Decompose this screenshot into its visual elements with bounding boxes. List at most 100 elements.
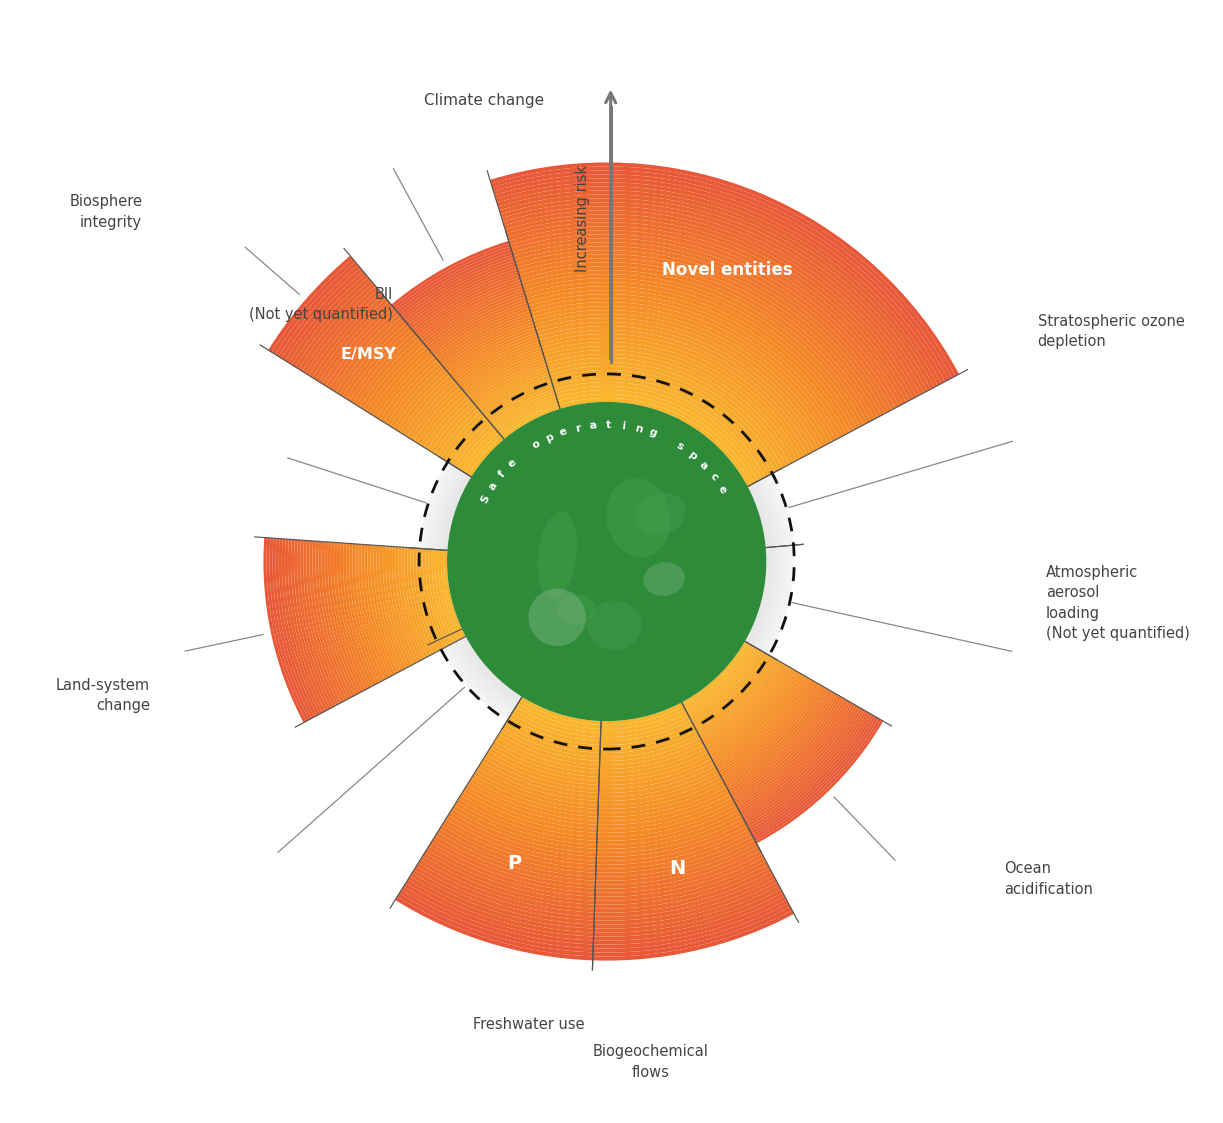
Wedge shape	[689, 649, 761, 719]
Wedge shape	[449, 636, 515, 710]
Wedge shape	[443, 474, 467, 550]
Wedge shape	[723, 685, 823, 783]
Wedge shape	[459, 795, 597, 841]
Wedge shape	[434, 305, 530, 358]
Wedge shape	[505, 721, 600, 752]
Wedge shape	[756, 482, 775, 547]
Wedge shape	[766, 477, 786, 546]
Wedge shape	[323, 304, 394, 386]
Wedge shape	[600, 723, 695, 749]
Text: i: i	[621, 421, 626, 431]
Wedge shape	[478, 369, 549, 410]
Wedge shape	[752, 547, 774, 646]
Wedge shape	[729, 692, 835, 794]
Wedge shape	[768, 475, 790, 546]
Wedge shape	[493, 171, 951, 380]
Wedge shape	[440, 473, 466, 550]
Wedge shape	[423, 464, 451, 549]
Wedge shape	[486, 751, 599, 788]
Wedge shape	[421, 856, 594, 913]
Wedge shape	[292, 277, 371, 367]
Wedge shape	[746, 711, 867, 827]
Wedge shape	[468, 356, 544, 399]
Wedge shape	[753, 547, 777, 646]
Ellipse shape	[558, 594, 596, 624]
Wedge shape	[763, 478, 783, 546]
Wedge shape	[763, 546, 788, 652]
Wedge shape	[515, 246, 885, 416]
Text: N: N	[669, 859, 686, 878]
Wedge shape	[767, 546, 793, 654]
Wedge shape	[448, 636, 514, 710]
Wedge shape	[714, 676, 807, 766]
Wedge shape	[297, 540, 336, 706]
Wedge shape	[600, 710, 687, 733]
Wedge shape	[538, 326, 815, 453]
Wedge shape	[766, 546, 790, 654]
Wedge shape	[455, 632, 519, 703]
Wedge shape	[745, 709, 865, 824]
Wedge shape	[497, 186, 938, 387]
Wedge shape	[459, 630, 520, 700]
Text: Stratospheric ozone
depletion: Stratospheric ozone depletion	[1037, 314, 1185, 349]
Wedge shape	[492, 166, 955, 377]
Wedge shape	[444, 637, 512, 713]
Wedge shape	[761, 480, 781, 546]
Wedge shape	[559, 398, 751, 486]
Wedge shape	[753, 547, 777, 647]
Wedge shape	[443, 474, 467, 550]
Wedge shape	[456, 631, 519, 702]
Wedge shape	[750, 485, 769, 547]
Wedge shape	[497, 734, 599, 769]
Wedge shape	[499, 194, 931, 391]
Wedge shape	[761, 546, 785, 650]
Wedge shape	[505, 214, 914, 401]
Wedge shape	[750, 547, 773, 645]
Wedge shape	[383, 359, 440, 424]
Wedge shape	[755, 483, 774, 547]
Wedge shape	[369, 347, 429, 416]
Wedge shape	[702, 663, 784, 742]
Wedge shape	[391, 547, 419, 663]
Wedge shape	[494, 395, 556, 430]
Wedge shape	[417, 391, 466, 445]
Wedge shape	[756, 547, 780, 648]
Wedge shape	[439, 640, 509, 719]
Wedge shape	[547, 358, 786, 468]
Wedge shape	[598, 791, 730, 825]
Wedge shape	[453, 633, 517, 705]
Wedge shape	[442, 474, 467, 550]
Wedge shape	[435, 549, 457, 642]
Wedge shape	[747, 486, 766, 548]
Wedge shape	[377, 354, 435, 420]
Wedge shape	[772, 474, 794, 545]
Wedge shape	[748, 547, 770, 643]
Wedge shape	[455, 423, 494, 468]
Wedge shape	[534, 314, 826, 447]
Wedge shape	[596, 833, 753, 873]
Wedge shape	[509, 226, 903, 407]
Wedge shape	[544, 346, 797, 463]
Wedge shape	[432, 468, 459, 549]
Circle shape	[448, 402, 767, 721]
Text: f: f	[497, 469, 508, 480]
Wedge shape	[426, 465, 454, 549]
Text: s: s	[675, 440, 685, 453]
Wedge shape	[750, 547, 772, 645]
Wedge shape	[448, 812, 597, 860]
Wedge shape	[701, 661, 781, 740]
Wedge shape	[442, 550, 464, 639]
Wedge shape	[456, 631, 519, 702]
Wedge shape	[593, 900, 789, 949]
Wedge shape	[597, 812, 741, 849]
Wedge shape	[600, 727, 697, 754]
Wedge shape	[470, 358, 545, 401]
Wedge shape	[736, 700, 849, 809]
Wedge shape	[746, 548, 768, 642]
Wedge shape	[273, 538, 314, 719]
Wedge shape	[439, 639, 509, 718]
Text: a: a	[697, 459, 709, 472]
Wedge shape	[432, 549, 455, 643]
Wedge shape	[422, 464, 450, 549]
Wedge shape	[597, 797, 734, 833]
